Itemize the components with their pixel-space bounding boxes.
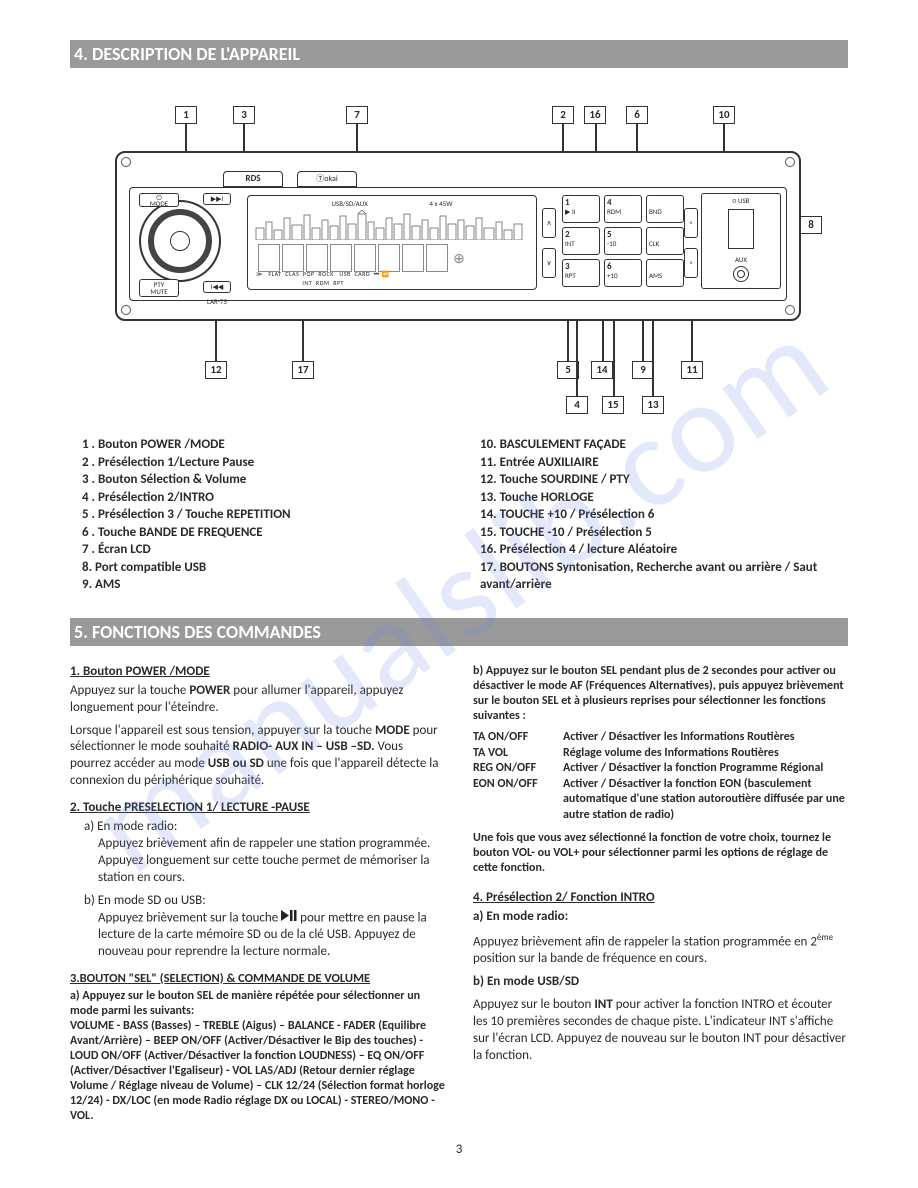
callout-17: 17 bbox=[292, 361, 314, 379]
legend-item: 15. TOUCHE -10 / Présélection 5 bbox=[480, 524, 848, 542]
down-arrow: ∨ bbox=[542, 248, 556, 278]
rds-label: RDS bbox=[223, 171, 283, 187]
setting-row: REG ON/OFFActiver / Désactiver la foncti… bbox=[473, 761, 848, 777]
legend: 1 . Bouton POWER /MODE 2 . Présélection … bbox=[82, 436, 848, 594]
ff-button: ▶▶I bbox=[203, 193, 231, 205]
callout-3: 3 bbox=[233, 106, 255, 124]
usb-area: ○ USB AUX bbox=[701, 193, 781, 289]
pty-mute-button: PTY MUTE bbox=[139, 279, 179, 297]
page-number: 3 bbox=[70, 1142, 848, 1157]
section4-header: 4. DESCRIPTION DE L'APPAREIL bbox=[70, 40, 848, 68]
legend-item: 16. Présélection 4 / lecture Aléatoire bbox=[480, 541, 848, 559]
mode-button: ⏻MODE bbox=[139, 193, 179, 207]
func3-after: Une fois que vous avez sélectionné la fo… bbox=[473, 831, 848, 876]
settings-list: TA ON/OFFActiver / Désactiver les Inform… bbox=[473, 730, 848, 824]
legend-item: 1 . Bouton POWER /MODE bbox=[82, 436, 450, 454]
callout-15: 15 bbox=[602, 396, 624, 414]
func2-a: a) En mode radio: Appuyez brièvement afi… bbox=[70, 819, 445, 887]
body-columns: 1. Bouton POWER /MODE Appuyez sur la tou… bbox=[70, 654, 848, 1124]
aux-jack-icon bbox=[733, 266, 749, 282]
callout-9: 9 bbox=[632, 361, 654, 379]
setting-row: TA VOLRéglage volume des Informations Ro… bbox=[473, 746, 848, 762]
func3-b: b) Appuyez sur le bouton SEL pendant plu… bbox=[473, 664, 848, 724]
segment-display: ⊕ bbox=[258, 244, 468, 272]
rw-button: I◀◀ bbox=[203, 281, 231, 293]
func4-title: 4. Présélection 2/ Fonction INTRO bbox=[473, 890, 848, 907]
legend-item: 6 . Touche BANDE DE FREQUENCE bbox=[82, 524, 450, 542]
legend-item: 9. AMS bbox=[82, 576, 450, 594]
legend-item: 14. TOUCHE +10 / Présélection 6 bbox=[480, 506, 848, 524]
legend-item: 11. Entrée AUXILIAIRE bbox=[480, 454, 848, 472]
setting-row: TA ON/OFFActiver / Désactiver les Inform… bbox=[473, 730, 848, 746]
callout-14: 14 bbox=[591, 361, 613, 379]
callout-4: 4 bbox=[566, 396, 588, 414]
lcd-screen: USB/SD/AUX 4 x 45W bbox=[247, 195, 537, 290]
func3-a: a) Appuyez sur le bouton SEL de manière … bbox=[70, 989, 445, 1019]
func1-p1: Appuyez sur la touche POWER pour allumer… bbox=[70, 683, 445, 717]
func1-title: 1. Bouton POWER /MODE bbox=[70, 664, 445, 681]
func4-a-head: a) En mode radio: bbox=[473, 909, 848, 926]
legend-right-col: 10. BASCULEMENT FAÇADE 11. Entrée AUXILI… bbox=[480, 436, 848, 594]
right-arrow: > bbox=[684, 248, 698, 278]
legend-item: 10. BASCULEMENT FAÇADE bbox=[480, 436, 848, 454]
section5-header: 5. FONCTIONS DES COMMANDES bbox=[70, 618, 848, 646]
setting-row: EON ON/OFFActiver / Désactiver la foncti… bbox=[473, 777, 848, 824]
func4-b-body: Appuyez sur le bouton INT pour activer l… bbox=[473, 997, 848, 1065]
legend-item: 2 . Présélection 1/Lecture Pause bbox=[82, 454, 450, 472]
callout-6: 6 bbox=[626, 106, 648, 124]
func1-p2: Lorsque l'appareil est sous tension, app… bbox=[70, 723, 445, 791]
legend-item: 13. Touche HORLOGE bbox=[480, 489, 848, 507]
brand-label: Ⓣokai bbox=[297, 171, 357, 187]
screen-bottom-text: ≫ FLAT CLAS POP ROCK USB CARD ⏮ ⏪ INT RD… bbox=[256, 270, 528, 287]
play-pause-icon bbox=[281, 910, 297, 927]
callout-10: 10 bbox=[713, 106, 735, 124]
callout-8: 8 bbox=[800, 216, 822, 234]
legend-item: 3 . Bouton Sélection & Volume bbox=[82, 471, 450, 489]
func4-b-head: b) En mode USB/SD bbox=[473, 974, 848, 991]
left-arrow: < bbox=[684, 208, 698, 238]
callout-2: 2 bbox=[552, 106, 574, 124]
callout-16: 16 bbox=[584, 106, 606, 124]
legend-item: 5 . Présélection 3 / Touche REPETITION bbox=[82, 506, 450, 524]
legend-item: 4 . Présélection 2/INTRO bbox=[82, 489, 450, 507]
up-arrow: ∧ bbox=[542, 208, 556, 238]
callout-7: 7 bbox=[346, 106, 368, 124]
func2-b: b) En mode SD ou USB: Appuyez brièvement… bbox=[70, 893, 445, 961]
device-diagram: 1 3 7 2 16 6 10 8 12 17 5 14 9 11 4 15 1… bbox=[70, 76, 848, 416]
func4-a-body: Appuyez brièvement afin de rappeler la s… bbox=[473, 932, 848, 968]
device-body: RDS Ⓣokai ⏻MODE ▶▶I PTY MUTE I◀◀ LAR-75 … bbox=[115, 151, 801, 321]
legend-item: 7 . Écran LCD bbox=[82, 541, 450, 559]
legend-item: 8. Port compatible USB bbox=[82, 559, 450, 577]
model-label: LAR-75 bbox=[207, 297, 227, 306]
volume-knob bbox=[139, 200, 221, 282]
legend-left-col: 1 . Bouton POWER /MODE 2 . Présélection … bbox=[82, 436, 450, 594]
func3-title: 3.BOUTON "SEL" (SELECTION) & COMMANDE DE… bbox=[70, 971, 445, 987]
left-column: 1. Bouton POWER /MODE Appuyez sur la tou… bbox=[70, 654, 445, 1124]
legend-item: 17. BOUTONS Syntonisation, Recherche ava… bbox=[480, 559, 848, 594]
func3-list: VOLUME - BASS (Basses) – TREBLE (Aigus) … bbox=[70, 1019, 445, 1124]
callout-1: 1 bbox=[175, 106, 197, 124]
skyline-icon bbox=[254, 210, 534, 240]
preset-grid: 1▶ II 4RDM BND 2INT 5-10 CLK 3RPT 6+10 A… bbox=[562, 195, 684, 287]
callout-13: 13 bbox=[642, 396, 664, 414]
right-column: b) Appuyez sur le bouton SEL pendant plu… bbox=[473, 654, 848, 1124]
callout-12: 12 bbox=[205, 361, 227, 379]
func2-title: 2. Touche PRESELECTION 1/ LECTURE -PAUSE bbox=[70, 800, 445, 817]
callout-11: 11 bbox=[681, 361, 703, 379]
legend-item: 12. Touche SOURDINE / PTY bbox=[480, 471, 848, 489]
